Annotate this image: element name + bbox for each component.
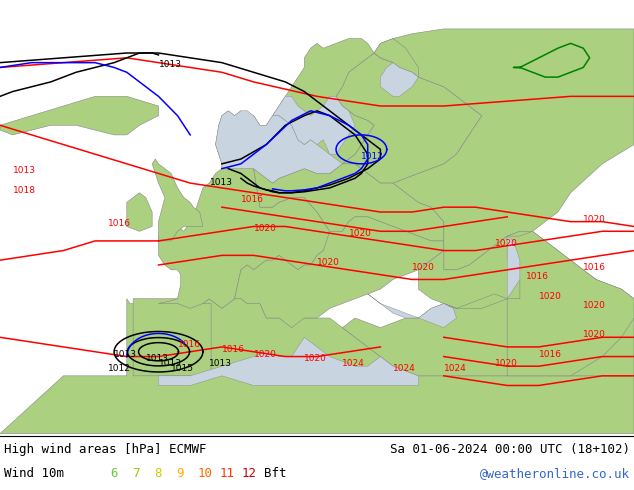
Text: Sa 01-06-2024 00:00 UTC (18+102): Sa 01-06-2024 00:00 UTC (18+102) bbox=[390, 443, 630, 456]
Text: 1016: 1016 bbox=[526, 272, 549, 281]
Text: 10: 10 bbox=[198, 467, 213, 480]
Text: 1020: 1020 bbox=[583, 215, 606, 223]
Text: High wind areas [hPa] ECMWF: High wind areas [hPa] ECMWF bbox=[4, 443, 207, 456]
Text: 11: 11 bbox=[220, 467, 235, 480]
Text: 1013: 1013 bbox=[114, 349, 137, 359]
Text: 1020: 1020 bbox=[254, 224, 276, 233]
Text: 9: 9 bbox=[176, 467, 183, 480]
Text: 1013: 1013 bbox=[209, 359, 232, 368]
Text: 1020: 1020 bbox=[495, 239, 517, 248]
Text: 7: 7 bbox=[132, 467, 139, 480]
Text: Bft: Bft bbox=[264, 467, 287, 480]
Text: 1013: 1013 bbox=[158, 359, 181, 368]
Text: 1020: 1020 bbox=[583, 330, 606, 339]
Text: 1016: 1016 bbox=[539, 349, 562, 359]
Text: 1020: 1020 bbox=[317, 258, 340, 267]
Text: 1024: 1024 bbox=[444, 364, 467, 373]
Text: 1024: 1024 bbox=[393, 364, 416, 373]
Text: 1020: 1020 bbox=[304, 354, 327, 364]
Text: @weatheronline.co.uk: @weatheronline.co.uk bbox=[480, 467, 630, 480]
Text: 1016: 1016 bbox=[222, 345, 245, 354]
Text: 1020: 1020 bbox=[495, 359, 517, 368]
Text: 12: 12 bbox=[242, 467, 257, 480]
Text: 1020: 1020 bbox=[539, 292, 562, 301]
Text: 1012: 1012 bbox=[108, 364, 131, 373]
Text: 1020: 1020 bbox=[412, 263, 435, 272]
Text: 1013: 1013 bbox=[158, 60, 181, 70]
Text: 1013: 1013 bbox=[210, 178, 233, 187]
Text: 1012: 1012 bbox=[361, 152, 384, 161]
Text: 1013: 1013 bbox=[146, 354, 169, 364]
Text: 1016: 1016 bbox=[108, 220, 131, 228]
Text: 1016: 1016 bbox=[583, 263, 606, 272]
Text: 1015: 1015 bbox=[171, 364, 194, 373]
Text: 8: 8 bbox=[154, 467, 162, 480]
Text: Wind 10m: Wind 10m bbox=[4, 467, 64, 480]
Text: 1024: 1024 bbox=[342, 359, 365, 368]
Text: 1013: 1013 bbox=[13, 167, 36, 175]
Text: 1018: 1018 bbox=[13, 186, 36, 195]
Text: 1016: 1016 bbox=[241, 196, 264, 204]
Text: 6: 6 bbox=[110, 467, 117, 480]
Text: 1016: 1016 bbox=[178, 340, 200, 349]
Text: 1020: 1020 bbox=[254, 349, 276, 359]
Text: 1020: 1020 bbox=[349, 229, 372, 238]
Text: 1020: 1020 bbox=[583, 301, 606, 310]
